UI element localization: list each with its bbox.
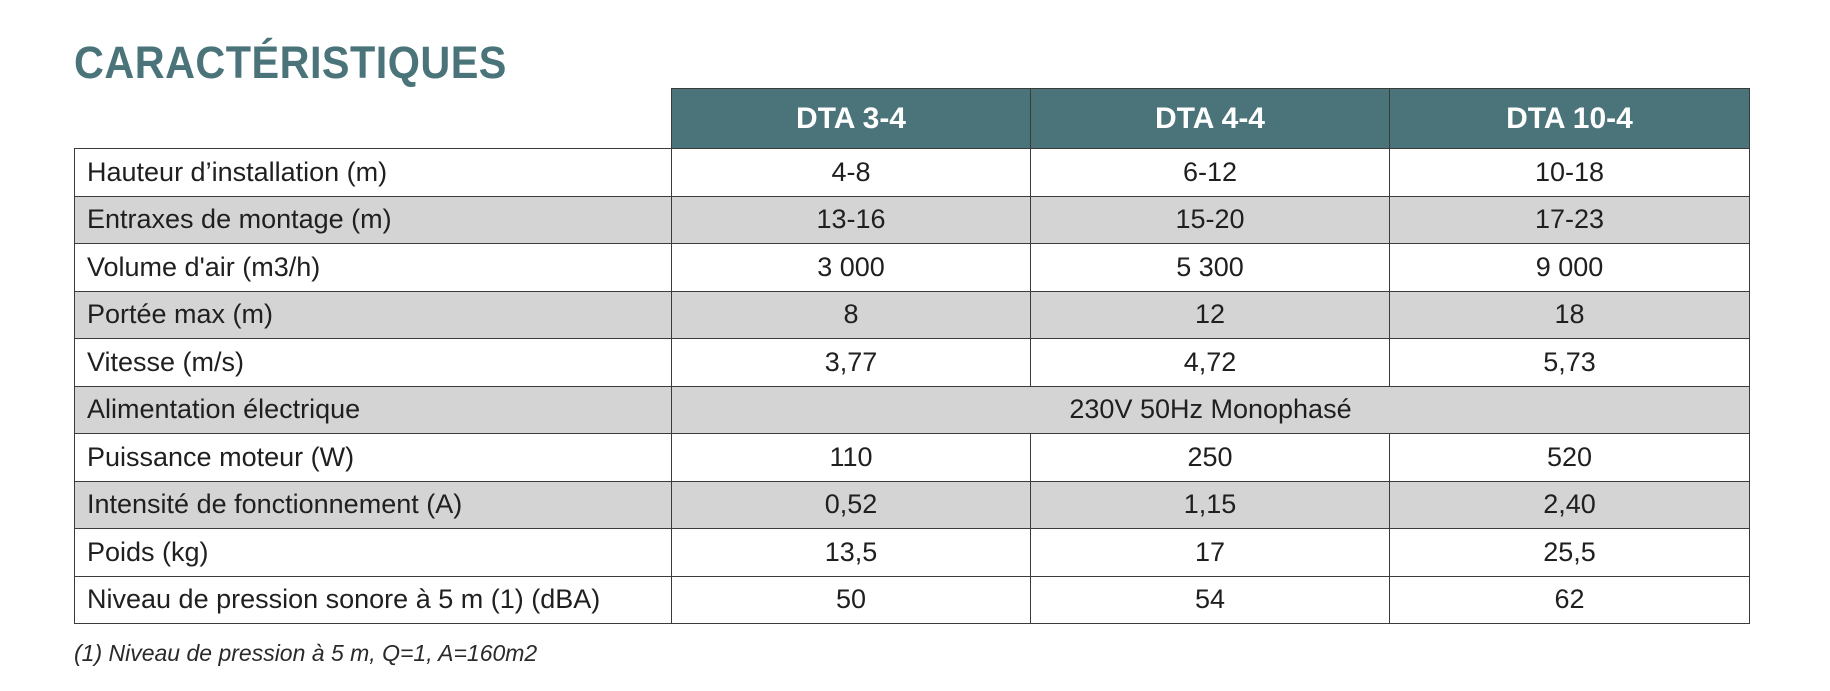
header-empty-cell: [74, 88, 672, 149]
table-cell: 15-20: [1030, 195, 1390, 244]
table-cell: 50: [671, 575, 1031, 624]
table-header-row: DTA 3-4 DTA 4-4 DTA 10-4: [74, 88, 1750, 149]
table-cell: 13-16: [671, 195, 1031, 244]
table-cell: 25,5: [1389, 528, 1750, 577]
table-cell: 2,40: [1389, 480, 1750, 529]
table-cell: 9 000: [1389, 243, 1750, 292]
table-row: Puissance moteur (W) 110 250 520: [74, 433, 1750, 482]
table-cell: 10-18: [1389, 148, 1750, 197]
table-row: Volume d'air (m3/h) 3 000 5 300 9 000: [74, 243, 1750, 292]
row-label: Volume d'air (m3/h): [74, 243, 672, 292]
table-cell: 62: [1389, 575, 1750, 624]
table-cell: 18: [1389, 290, 1750, 339]
table-cell: 250: [1030, 433, 1390, 482]
row-label: Vitesse (m/s): [74, 338, 672, 387]
table-cell: 17: [1030, 528, 1390, 577]
table-cell: 1,15: [1030, 480, 1390, 529]
table-cell: 6-12: [1030, 148, 1390, 197]
table-cell: 17-23: [1389, 195, 1750, 244]
header-dta-4-4: DTA 4-4: [1030, 88, 1390, 149]
table-cell: 3,77: [671, 338, 1031, 387]
row-label: Poids (kg): [74, 528, 672, 577]
row-label: Puissance moteur (W): [74, 433, 672, 482]
table-cell: 4,72: [1030, 338, 1390, 387]
row-label: Intensité de fonctionnement (A): [74, 480, 672, 529]
row-label: Niveau de pression sonore à 5 m (1) (dBA…: [74, 575, 672, 624]
row-label: Portée max (m): [74, 290, 672, 339]
table-row: Entraxes de montage (m) 13-16 15-20 17-2…: [74, 195, 1750, 244]
table-row: Poids (kg) 13,5 17 25,5: [74, 528, 1750, 577]
table-cell: 0,52: [671, 480, 1031, 529]
specifications-table: DTA 3-4 DTA 4-4 DTA 10-4 Hauteur d’insta…: [74, 88, 1750, 624]
table-row: Intensité de fonctionnement (A) 0,52 1,1…: [74, 480, 1750, 529]
page-title: CARACTÉRISTIQUES: [74, 37, 507, 88]
table-row: Vitesse (m/s) 3,77 4,72 5,73: [74, 338, 1750, 387]
table-row: Portée max (m) 8 12 18: [74, 290, 1750, 339]
table-cell: 8: [671, 290, 1031, 339]
table-cell: 12: [1030, 290, 1390, 339]
row-label: Alimentation électrique: [74, 385, 672, 434]
table-cell: 3 000: [671, 243, 1031, 292]
header-dta-10-4: DTA 10-4: [1389, 88, 1750, 149]
header-dta-3-4: DTA 3-4: [671, 88, 1031, 149]
table-cell: 110: [671, 433, 1031, 482]
footnote: (1) Niveau de pression à 5 m, Q=1, A=160…: [74, 640, 538, 666]
table-cell: 13,5: [671, 528, 1031, 577]
table-row: Niveau de pression sonore à 5 m (1) (dBA…: [74, 575, 1750, 624]
table-cell: 5,73: [1389, 338, 1750, 387]
table-cell: 520: [1389, 433, 1750, 482]
table-cell: 5 300: [1030, 243, 1390, 292]
table-cell: 4-8: [671, 148, 1031, 197]
row-label: Entraxes de montage (m): [74, 195, 672, 244]
row-label: Hauteur d’installation (m): [74, 148, 672, 197]
merged-cell: 230V 50Hz Monophasé: [671, 385, 1750, 434]
table-row: Hauteur d’installation (m) 4-8 6-12 10-1…: [74, 148, 1750, 197]
table-row: Alimentation électrique 230V 50Hz Monoph…: [74, 385, 1750, 434]
table-cell: 54: [1030, 575, 1390, 624]
